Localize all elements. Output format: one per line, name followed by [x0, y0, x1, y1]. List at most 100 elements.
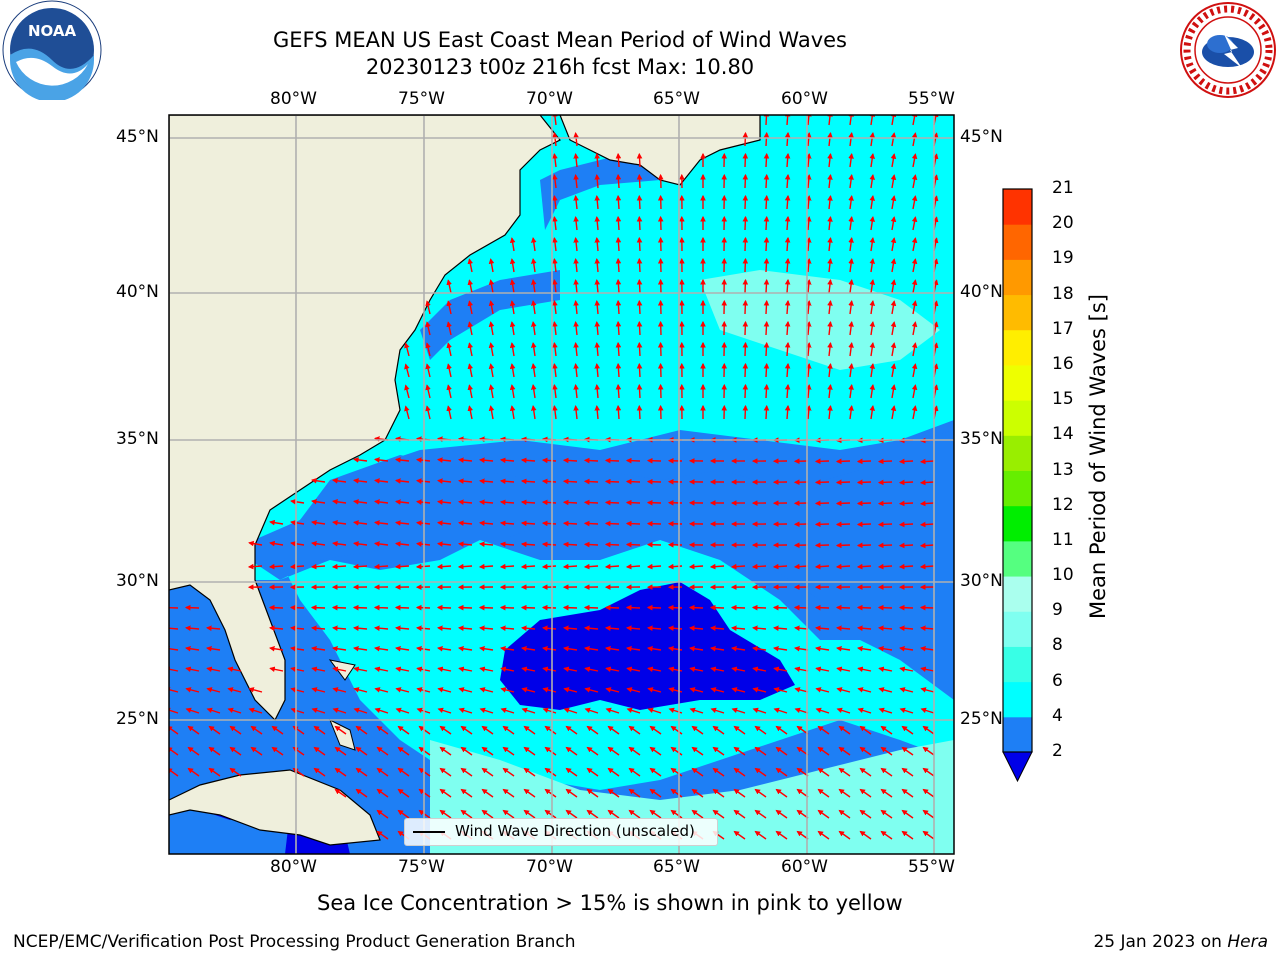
- wind-arrow: [856, 645, 872, 652]
- wind-arrow: [742, 320, 749, 336]
- wind-arrow: [355, 725, 368, 735]
- wind-arrow: [733, 725, 746, 735]
- wind-arrow: [793, 604, 809, 611]
- wind-arrow: [827, 320, 833, 336]
- colorbar-tick-label: 13: [1052, 459, 1074, 480]
- wind-arrow: [594, 320, 601, 336]
- wind-arrow: [247, 563, 263, 570]
- lat-label-right-3: 30°N: [960, 571, 1003, 591]
- wind-arrow: [355, 767, 368, 777]
- wind-arrow: [919, 645, 935, 652]
- wind-arrow: [269, 519, 284, 526]
- wind-arrow: [898, 521, 914, 528]
- wind-arrow: [848, 173, 854, 189]
- wind-arrow: [805, 299, 812, 315]
- wind-arrow: [331, 645, 347, 652]
- wind-arrow: [628, 809, 641, 819]
- wind-arrow: [290, 498, 305, 505]
- wind-arrow: [911, 363, 918, 378]
- wind-arrow: [573, 383, 579, 399]
- wind-arrow: [479, 666, 494, 673]
- wind-arrow: [208, 746, 221, 756]
- wind-arrow: [859, 830, 872, 840]
- wind-arrow: [457, 604, 473, 611]
- wind-arrow: [805, 215, 812, 231]
- wind-arrow: [848, 341, 854, 357]
- wind-arrow: [899, 687, 914, 693]
- wind-arrow: [478, 457, 494, 464]
- wind-arrow: [458, 666, 473, 673]
- wind-arrow: [373, 457, 389, 463]
- wind-arrow: [352, 604, 368, 611]
- wind-arrow: [615, 320, 622, 336]
- wind-arrow: [206, 687, 221, 693]
- wind-arrow: [563, 707, 578, 714]
- wind-arrow: [733, 788, 746, 798]
- wind-arrow: [313, 725, 326, 735]
- wind-arrow: [838, 809, 851, 819]
- wind-arrow: [636, 278, 643, 294]
- wind-arrow: [742, 215, 749, 231]
- wind-arrow: [331, 563, 347, 570]
- colorbar-segment: [1003, 681, 1032, 718]
- wind-arrow: [394, 541, 410, 547]
- wind-arrow: [583, 604, 599, 611]
- wind-arrow: [848, 194, 854, 210]
- wind-arrow: [552, 320, 558, 336]
- colorbar-segment: [1003, 364, 1032, 401]
- wind-arrow: [373, 563, 389, 570]
- wind-arrow: [502, 767, 515, 777]
- wind-arrow: [835, 458, 851, 465]
- colorbar-segment: [1003, 646, 1032, 683]
- light-cyan-region: [700, 270, 940, 370]
- wind-arrow: [331, 520, 347, 526]
- wind-arrow: [544, 788, 557, 798]
- wind-arrow: [857, 687, 872, 693]
- wind-arrow: [898, 500, 914, 507]
- wind-arrow: [691, 809, 704, 819]
- wind-arrow: [869, 341, 876, 357]
- wind-arrow: [573, 320, 579, 336]
- wind-arrow: [869, 278, 876, 294]
- wind-arrow: [688, 625, 704, 632]
- wind-arrow: [775, 830, 788, 840]
- wind-arrow: [446, 384, 452, 399]
- wind-arrow: [856, 521, 872, 528]
- wind-arrow: [922, 767, 935, 777]
- wind-arrow: [184, 604, 200, 611]
- wind-arrow: [689, 666, 704, 673]
- wind-arrow: [185, 666, 200, 673]
- wind-arrow: [733, 809, 746, 819]
- wind-arrow: [509, 258, 516, 273]
- colorbar-tick-label: 9: [1052, 600, 1063, 621]
- wind-arrow: [573, 299, 579, 315]
- wind-arrow: [552, 299, 558, 315]
- lon-label-top-3: 65°W: [653, 89, 700, 109]
- wind-arrow: [331, 604, 347, 611]
- wind-arrow: [754, 809, 767, 819]
- wind-arrow: [784, 194, 791, 210]
- wind-arrow: [530, 341, 537, 357]
- wind-arrow: [425, 363, 431, 378]
- wind-arrow: [332, 666, 347, 673]
- wind-arrow: [784, 404, 791, 420]
- colorbar-segment: [1003, 189, 1032, 225]
- wind-arrow: [709, 563, 725, 570]
- colorbar-segment: [1003, 716, 1032, 753]
- wind-arrow: [805, 194, 812, 210]
- wind-arrow: [250, 746, 263, 756]
- wind-arrow: [784, 131, 791, 147]
- wind-arrow: [880, 746, 893, 756]
- wind-arrow: [573, 341, 579, 357]
- wind-arrow: [836, 707, 851, 714]
- wind-arrow: [376, 809, 389, 819]
- wind-arrow: [229, 725, 242, 735]
- wind-arrow: [763, 131, 770, 147]
- lon-label-top-1: 75°W: [398, 89, 445, 109]
- wind-arrow: [877, 645, 893, 652]
- wind-arrow: [835, 625, 851, 632]
- map-gridlines: [169, 115, 954, 854]
- wind-arrow: [457, 625, 473, 632]
- wind-arrow: [772, 645, 788, 652]
- wind-arrow: [446, 363, 452, 378]
